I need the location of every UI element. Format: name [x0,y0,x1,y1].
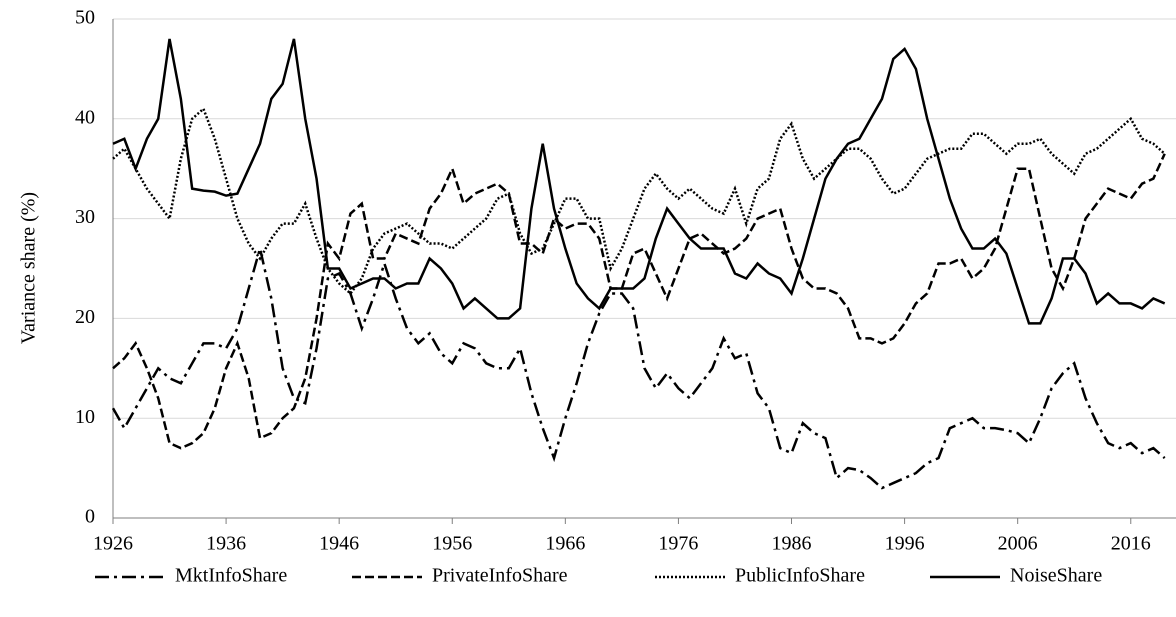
x-tick-label: 1946 [319,533,359,555]
y-tick-label: 40 [75,106,95,128]
legend-label: NoiseShare [1010,565,1102,587]
series-line [112,106,1166,296]
series-line [111,248,1166,490]
y-tick-label: 0 [85,506,95,528]
x-tick-label: 1986 [772,533,812,555]
series-line [112,153,1166,450]
x-tick-label: 1976 [658,533,698,555]
legend-label: PrivateInfoShare [432,565,568,587]
x-tick-label: 1966 [545,533,585,555]
y-tick-label: 30 [75,206,95,228]
x-tick-label: 1936 [206,533,246,555]
x-tick-label: 1956 [432,533,472,555]
x-tick-label: 2006 [998,533,1038,555]
x-tick-label: 1926 [93,533,133,555]
y-tick-label: 50 [75,7,95,29]
legend-label: PublicInfoShare [735,565,865,587]
x-tick-label: 2016 [1111,533,1151,555]
legend-label: MktInfoShare [175,565,287,587]
series-line [112,38,1166,325]
y-tick-label: 20 [75,306,95,328]
y-axis-label: Variance share (%) [18,192,40,344]
x-tick-label: 1996 [885,533,925,555]
y-tick-label: 10 [75,406,95,428]
